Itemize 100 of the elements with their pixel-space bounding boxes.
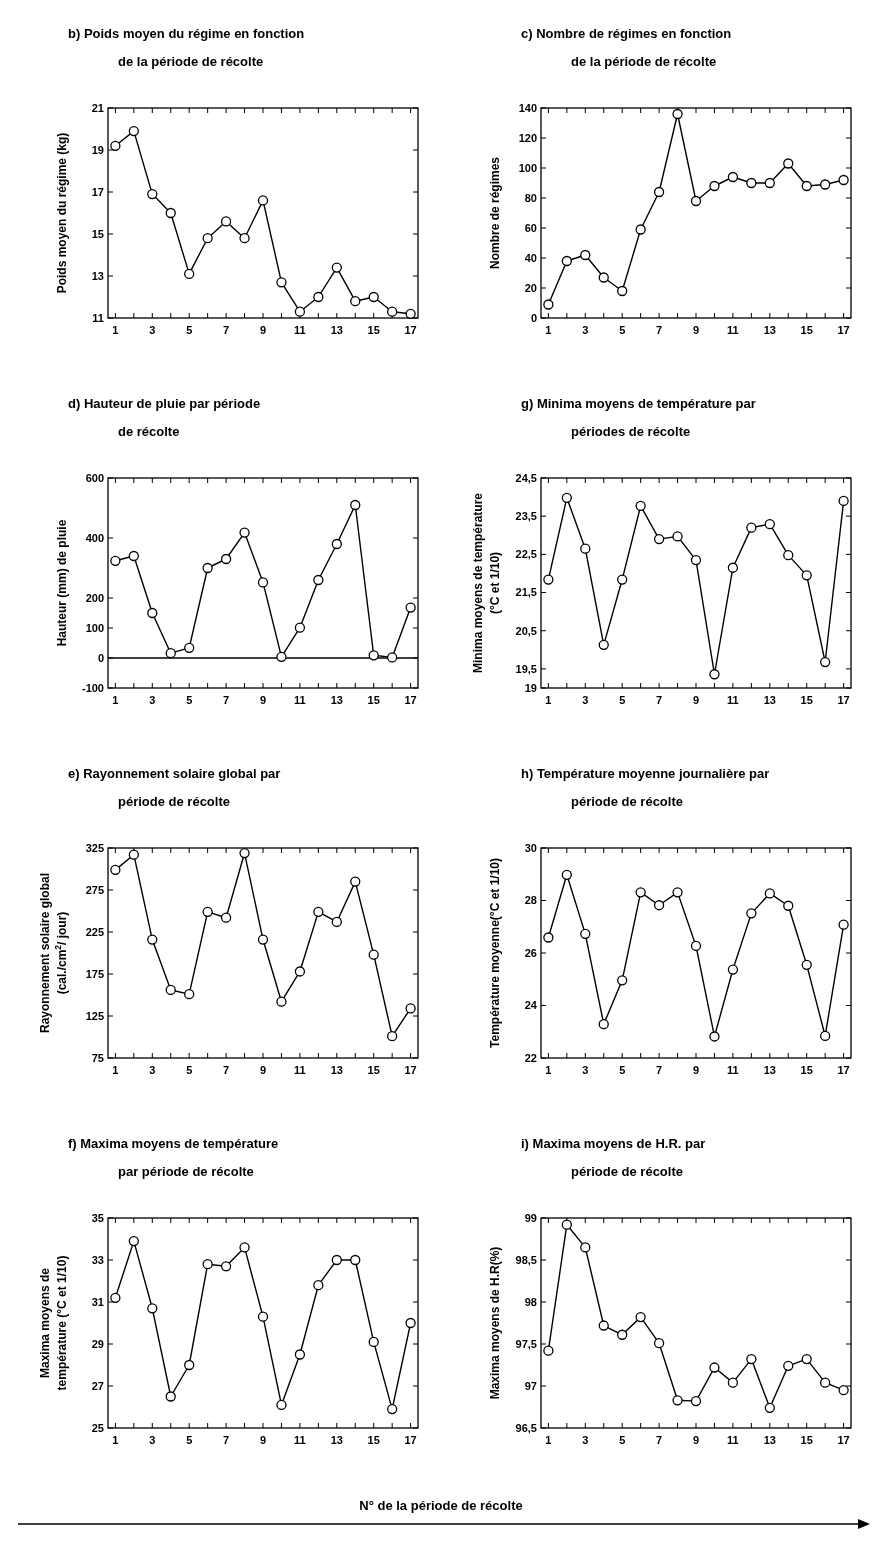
point xyxy=(165,648,176,659)
x-tick-label: 9 xyxy=(259,324,267,336)
x-tick-label: 11 xyxy=(727,1064,739,1076)
point xyxy=(746,177,757,189)
y-tick-label: 25 xyxy=(91,1421,104,1434)
x-tick-label: 15 xyxy=(367,1064,380,1076)
y-tick-label: 125 xyxy=(85,1009,104,1022)
point xyxy=(838,495,849,507)
y-tick-label: 400 xyxy=(85,531,104,544)
x-tick-label: 1 xyxy=(112,694,119,706)
y-tick-label: 23,5 xyxy=(515,510,537,523)
point xyxy=(276,277,287,288)
point xyxy=(820,179,831,190)
x-tick-label: 11 xyxy=(294,324,306,336)
x-tick-label: 5 xyxy=(186,1064,193,1076)
point xyxy=(239,233,250,244)
point xyxy=(313,1280,324,1291)
text: N° de la période de récolte xyxy=(359,1498,523,1513)
point xyxy=(184,1359,195,1371)
point xyxy=(580,928,591,939)
point xyxy=(165,984,176,996)
point xyxy=(746,522,757,533)
point xyxy=(257,195,269,206)
x-tick-label: 15 xyxy=(367,324,380,336)
point xyxy=(598,1018,609,1030)
chart-title: f) Maxima moyens de température par période de récolte xyxy=(68,1136,279,1179)
point xyxy=(110,864,121,875)
x-tick-label: 11 xyxy=(294,1434,306,1446)
x-tick-label: 1 xyxy=(545,324,552,336)
chart-title: g) Minima moyens de température par périodes de récolte xyxy=(521,396,756,439)
point xyxy=(672,887,683,898)
y-axis-title: Nombre de régimes xyxy=(488,156,502,270)
y-tick-label: 15 xyxy=(91,227,104,240)
point xyxy=(783,900,794,911)
x-tick-label: 5 xyxy=(186,1434,193,1446)
y-tick-label: 24,5 xyxy=(515,471,537,484)
x-tick-label: 13 xyxy=(763,1434,776,1446)
x-tick-label: 5 xyxy=(186,694,193,706)
point xyxy=(331,916,342,928)
x-tick-label: 15 xyxy=(367,1434,380,1446)
y-tick-label: 80 xyxy=(524,191,537,204)
point xyxy=(690,940,702,952)
y-tick-label: 13 xyxy=(91,269,104,282)
x-tick-label: 3 xyxy=(149,1434,156,1446)
point xyxy=(331,262,342,273)
x-tick-label: 9 xyxy=(692,694,700,706)
point xyxy=(368,949,379,960)
x-tick-label: 3 xyxy=(582,1434,589,1446)
point xyxy=(543,574,554,585)
point xyxy=(294,966,306,977)
point xyxy=(350,1254,361,1266)
x-tick-label: 7 xyxy=(223,694,230,706)
x-tick-label: 9 xyxy=(692,1064,700,1076)
y-tick-label: 20 xyxy=(524,281,537,294)
x-tick-label: 5 xyxy=(619,1064,626,1076)
y-tick-label: 96,5 xyxy=(515,1421,537,1434)
point xyxy=(653,900,665,911)
x-tick-label: 11 xyxy=(727,1434,739,1446)
point xyxy=(276,996,287,1007)
y-tick-label: 60 xyxy=(524,221,537,234)
y-tick-label: 22,5 xyxy=(515,548,537,561)
point xyxy=(580,1242,591,1253)
point xyxy=(239,527,250,538)
point xyxy=(727,562,739,573)
point xyxy=(368,291,379,303)
point xyxy=(801,180,812,192)
point xyxy=(672,531,683,542)
y-axis-title: Maxima moyens de température (°C et 1/10) xyxy=(38,1255,69,1391)
y-tick-label: 20,5 xyxy=(515,624,537,637)
point xyxy=(110,555,121,566)
point xyxy=(387,1031,398,1042)
x-tick-label: 17 xyxy=(837,1064,850,1076)
x-tick-label: 7 xyxy=(223,324,230,336)
point xyxy=(543,1345,554,1356)
point xyxy=(727,171,739,183)
x-tick-label: 7 xyxy=(656,694,663,706)
x-tick-label: 9 xyxy=(692,324,700,336)
point xyxy=(387,652,398,663)
point xyxy=(128,849,139,860)
y-tick-label: 11 xyxy=(92,311,104,324)
point xyxy=(783,549,794,561)
chart-title: c) Nombre de régimes en fonction de la période de récolte xyxy=(521,26,732,69)
point xyxy=(220,553,232,565)
point xyxy=(128,1235,139,1247)
point xyxy=(709,1031,720,1042)
point xyxy=(783,1360,794,1371)
point xyxy=(598,1320,609,1331)
x-tick-label: 13 xyxy=(330,324,343,336)
point xyxy=(617,285,628,297)
point xyxy=(727,964,739,975)
y-tick-label: 27 xyxy=(91,1379,104,1392)
x-tick-label: 5 xyxy=(619,324,626,336)
point xyxy=(838,1385,849,1396)
point xyxy=(257,577,269,588)
x-tick-label: 5 xyxy=(619,694,626,706)
point xyxy=(709,669,720,680)
point xyxy=(387,306,398,317)
x-tick-label: 13 xyxy=(330,694,343,706)
x-tick-label: 15 xyxy=(367,694,380,706)
x-tick-label: 1 xyxy=(545,1434,552,1446)
